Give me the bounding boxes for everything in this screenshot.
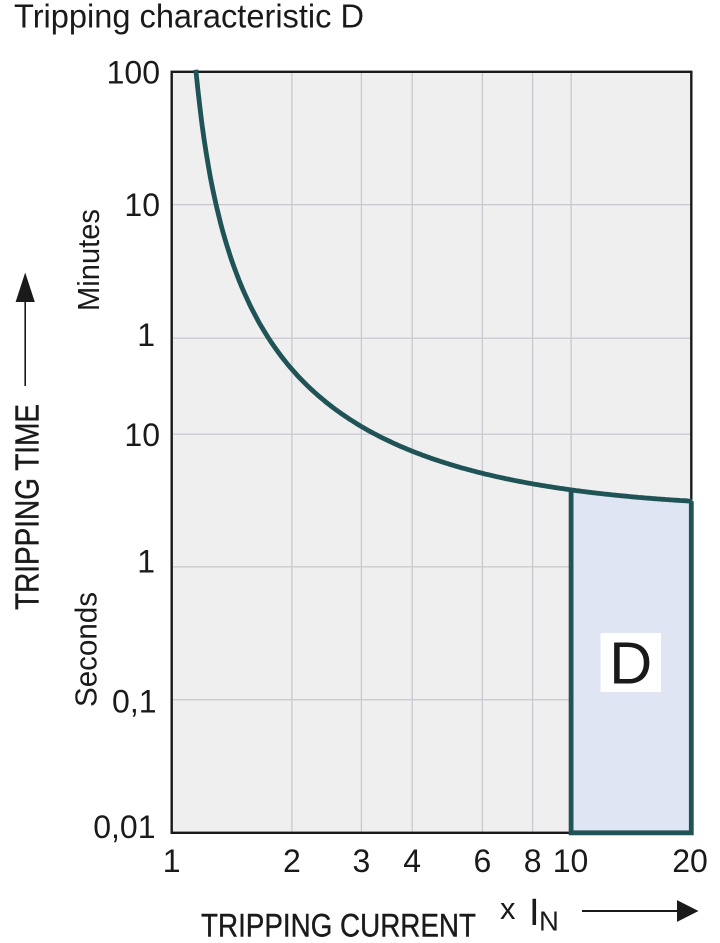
svg-text:Minutes: Minutes (71, 209, 106, 311)
svg-text:TRIPPING TIME: TRIPPING TIME (9, 404, 46, 610)
svg-text:3: 3 (353, 843, 371, 879)
svg-text:10: 10 (553, 843, 589, 879)
svg-text:1: 1 (137, 543, 155, 579)
svg-text:0,1: 0,1 (112, 684, 156, 720)
svg-text:Seconds: Seconds (69, 592, 104, 707)
svg-text:TRIPPING CURRENT: TRIPPING CURRENT (201, 907, 476, 943)
svg-text:I: I (529, 892, 540, 934)
svg-text:8: 8 (524, 843, 542, 879)
svg-text:x: x (500, 891, 516, 926)
svg-text:2: 2 (283, 843, 301, 879)
svg-text:100: 100 (107, 54, 160, 90)
svg-text:6: 6 (474, 843, 492, 879)
svg-text:10: 10 (124, 417, 160, 453)
svg-text:N: N (539, 906, 559, 937)
svg-text:0,01: 0,01 (93, 809, 155, 845)
svg-text:1: 1 (137, 317, 155, 353)
svg-text:Tripping characteristic D: Tripping characteristic D (14, 0, 364, 36)
svg-text:D: D (609, 629, 652, 696)
svg-text:10: 10 (124, 187, 160, 223)
svg-text:4: 4 (403, 843, 421, 879)
svg-text:1: 1 (163, 843, 181, 879)
svg-text:20: 20 (672, 843, 708, 879)
